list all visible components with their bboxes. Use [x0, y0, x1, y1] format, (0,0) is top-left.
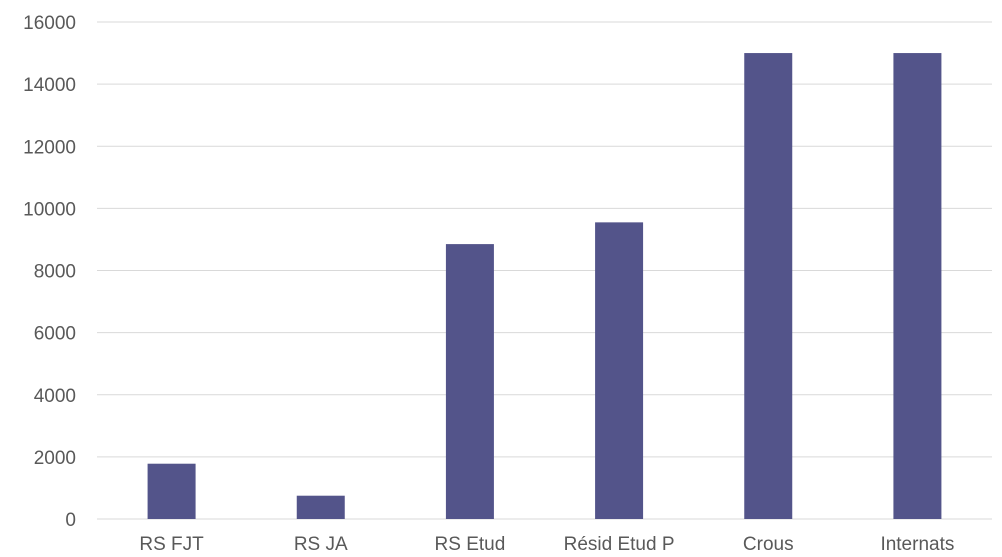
y-tick-label: 14000	[23, 75, 76, 96]
x-category-label: RS Etud	[435, 534, 506, 555]
y-tick-label: 10000	[23, 199, 76, 220]
bar	[296, 495, 345, 519]
y-tick-label: 2000	[34, 448, 76, 469]
y-tick-label: 6000	[34, 324, 76, 345]
bars	[147, 53, 942, 520]
bar	[445, 244, 494, 520]
y-tick-label: 12000	[23, 137, 76, 158]
y-tick-label: 8000	[34, 262, 76, 283]
x-category-label: Résid Etud P	[564, 534, 675, 555]
bar	[744, 53, 793, 519]
bar	[147, 463, 196, 519]
x-category-label: RS FJT	[139, 534, 204, 555]
x-category-label: RS JA	[294, 534, 348, 555]
y-tick-label: 4000	[34, 386, 76, 407]
y-tick-label: 0	[65, 510, 76, 531]
gridlines	[97, 21, 992, 520]
bar	[893, 53, 942, 519]
y-tick-label: 16000	[23, 13, 76, 34]
bar	[595, 222, 644, 519]
x-category-label: Internats	[880, 534, 954, 555]
x-category-label: Crous	[743, 534, 794, 555]
x-axis-category-labels: RS FJT RS JA RS Etud Résid Etud P Crous Inter…	[139, 534, 954, 555]
y-axis-tick-labels: 0 2000 4000 6000 8000 10000 12000 14000 16000	[23, 13, 76, 531]
